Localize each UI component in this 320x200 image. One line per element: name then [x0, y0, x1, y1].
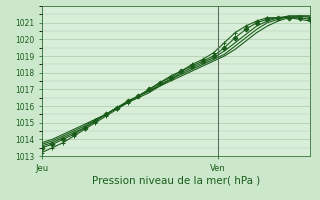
X-axis label: Pression niveau de la mer( hPa ): Pression niveau de la mer( hPa ) — [92, 175, 260, 185]
